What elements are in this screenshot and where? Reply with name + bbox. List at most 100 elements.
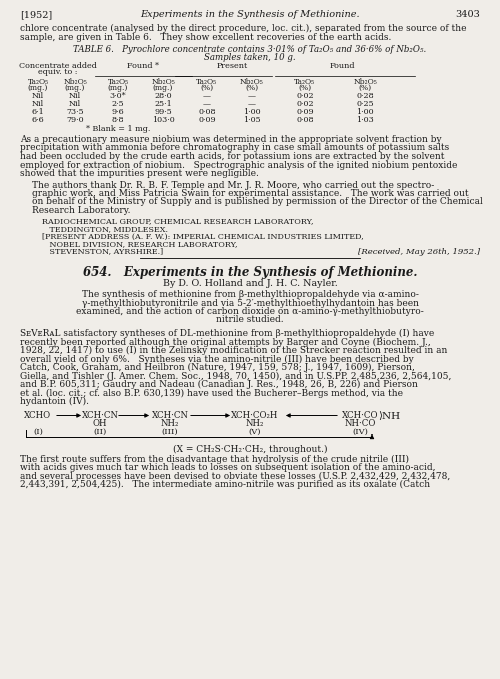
Text: 1·03: 1·03: [356, 116, 374, 124]
Text: TABLE 6.   Pyrochlore concentrate contains 3·01% of Ta₂O₅ and 36·6% of Nb₂O₅.: TABLE 6. Pyrochlore concentrate contains…: [74, 45, 426, 54]
Text: (mg.): (mg.): [65, 84, 85, 92]
Text: graphic work, and Miss Patricia Swain for experimental assistance.   The work wa: graphic work, and Miss Patricia Swain fo…: [32, 189, 468, 198]
Text: SᴇVᴇRᴀL satisfactory syntheses of DL-methionine from β-methylthiopropaldehyde (I: SᴇVᴇRᴀL satisfactory syntheses of DL-met…: [20, 329, 434, 338]
Text: (III): (III): [162, 428, 178, 435]
Text: et al. (loc. cit.; cf. also B.P. 630,139) have used the Bucherer–Bergs method, v: et al. (loc. cit.; cf. also B.P. 630,139…: [20, 388, 403, 398]
Text: RADIOCHEMICAL GROUP, CHEMICAL RESEARCH LABORATORY,: RADIOCHEMICAL GROUP, CHEMICAL RESEARCH L…: [42, 217, 314, 225]
Text: 0·02: 0·02: [296, 92, 314, 100]
Text: NOBEL DIVISION, RESEARCH LABORATORY,: NOBEL DIVISION, RESEARCH LABORATORY,: [42, 240, 237, 248]
Text: and B.P. 605,311; Gaudry and Nadeau (Canadian J. Res., 1948, 26, B, 226) and Pie: and B.P. 605,311; Gaudry and Nadeau (Can…: [20, 380, 418, 389]
Text: Nil: Nil: [69, 100, 81, 108]
Text: The synthesis of methionine from β-methylthiopropaldehyde via α-amino-: The synthesis of methionine from β-methy…: [82, 290, 418, 299]
Text: (I): (I): [33, 428, 43, 435]
Text: 0·08: 0·08: [198, 108, 216, 116]
Text: Found *: Found *: [127, 62, 159, 70]
Text: 8·8: 8·8: [112, 116, 124, 124]
Text: By D. O. Holland and J. H. C. Nayler.: By D. O. Holland and J. H. C. Nayler.: [162, 279, 338, 288]
Text: Research Laboratory.: Research Laboratory.: [32, 206, 130, 215]
Text: Present: Present: [216, 62, 248, 70]
Text: examined, and the action of carbon dioxide on α-amino-γ-methylthiobutyro-: examined, and the action of carbon dioxi…: [76, 307, 424, 316]
Text: (mg.): (mg.): [153, 84, 173, 92]
Text: XCH·CO: XCH·CO: [342, 411, 378, 420]
Text: Nil: Nil: [32, 92, 44, 100]
Text: 73·5: 73·5: [66, 108, 84, 116]
Text: overall yield of only 6%.   Syntheses via the amino-nitrile (III) have been desc: overall yield of only 6%. Syntheses via …: [20, 354, 414, 364]
Text: Ta₂O₅: Ta₂O₅: [196, 78, 218, 86]
Text: hydantoin (IV).: hydantoin (IV).: [20, 397, 89, 406]
Text: [1952]: [1952]: [20, 10, 52, 19]
Text: XCH·CO₂H: XCH·CO₂H: [232, 411, 278, 420]
Text: 0·02: 0·02: [296, 100, 314, 108]
Text: 0·09: 0·09: [296, 108, 314, 116]
Text: 99·5: 99·5: [154, 108, 172, 116]
Text: Nb₂O₅: Nb₂O₅: [151, 78, 175, 86]
Text: NH₂: NH₂: [246, 420, 264, 428]
Text: Giella, and Tishler (J. Amer. Chem. Soc., 1948, 70, 1450), and in U.S.PP. 2,485,: Giella, and Tishler (J. Amer. Chem. Soc.…: [20, 371, 452, 381]
Text: Nil: Nil: [69, 92, 81, 100]
Text: (%): (%): [246, 84, 258, 92]
Text: —: —: [248, 100, 256, 108]
Text: (V): (V): [249, 428, 261, 435]
Text: ⟩NH: ⟩NH: [378, 413, 400, 422]
Text: Ta₂O₅: Ta₂O₅: [108, 78, 128, 86]
Text: showed that the impurities present were negligible.: showed that the impurities present were …: [20, 169, 259, 178]
Text: 1·00: 1·00: [356, 108, 374, 116]
Text: * Blank = 1 mg.: * Blank = 1 mg.: [86, 125, 150, 133]
Text: XCHO: XCHO: [24, 411, 52, 420]
Text: (%): (%): [200, 84, 213, 92]
Text: precipitation with ammonia before chromatography in case small amounts of potass: precipitation with ammonia before chroma…: [20, 143, 449, 153]
Text: 1·00: 1·00: [243, 108, 261, 116]
Text: 0·09: 0·09: [198, 116, 216, 124]
Text: Nb₂O₅: Nb₂O₅: [353, 78, 377, 86]
Text: Concentrate added: Concentrate added: [19, 62, 97, 70]
Text: NH₂: NH₂: [161, 420, 179, 428]
Text: Nb₂O₅: Nb₂O₅: [240, 78, 264, 86]
Text: 654.   Experiments in the Synthesis of Methionine.: 654. Experiments in the Synthesis of Met…: [83, 266, 417, 279]
Text: nitrile studied.: nitrile studied.: [216, 316, 284, 325]
Text: (mg.): (mg.): [108, 84, 128, 92]
Text: Catch, Cook, Graham, and Heilbron (Nature, 1947, 159, 578; J., 1947, 1609), Pier: Catch, Cook, Graham, and Heilbron (Natur…: [20, 363, 415, 372]
Text: XCH·CN: XCH·CN: [152, 411, 188, 420]
Text: —: —: [203, 100, 211, 108]
Text: chlore concentrate (analysed by the direct procedure, loc. cit.), separated from: chlore concentrate (analysed by the dire…: [20, 24, 466, 33]
Text: 103·0: 103·0: [152, 116, 174, 124]
Text: Found: Found: [329, 62, 355, 70]
Text: 1·05: 1·05: [243, 116, 261, 124]
Text: [PRESENT ADDRESS (A. F. W.): IMPERIAL CHEMICAL INDUSTRIES LIMITED,: [PRESENT ADDRESS (A. F. W.): IMPERIAL CH…: [42, 232, 364, 240]
Text: 3·0*: 3·0*: [110, 92, 126, 100]
Text: 0·28: 0·28: [356, 92, 374, 100]
Text: [Received, May 26th, 1952.]: [Received, May 26th, 1952.]: [358, 248, 480, 255]
Text: (X = CH₂S·CH₂·CH₂, throughout.): (X = CH₂S·CH₂·CH₂, throughout.): [173, 445, 327, 454]
Text: 2·5: 2·5: [112, 100, 124, 108]
Text: NH·CO: NH·CO: [344, 420, 376, 428]
Text: Samples taken, 10 g.: Samples taken, 10 g.: [204, 53, 296, 62]
Text: 79·0: 79·0: [66, 116, 84, 124]
Text: The authors thank Dr. R. B. F. Temple and Mr. J. R. Moore, who carried out the s: The authors thank Dr. R. B. F. Temple an…: [32, 181, 434, 189]
Text: equiv. to :: equiv. to :: [38, 69, 78, 77]
Text: and several processes have been devised to obviate these losses (U.S.P. 2,432,42: and several processes have been devised …: [20, 471, 450, 481]
Text: —: —: [248, 92, 256, 100]
Text: 2,443,391, 2,504,425).   The intermediate amino-nitrile was purified as its oxal: 2,443,391, 2,504,425). The intermediate …: [20, 480, 430, 489]
Text: had been occluded by the crude earth acids, for potassium ions are extracted by : had been occluded by the crude earth aci…: [20, 152, 444, 161]
Text: 28·0: 28·0: [154, 92, 172, 100]
Text: As a precautionary measure niobium was determined in the appropriate solvent fra: As a precautionary measure niobium was d…: [20, 135, 442, 144]
Text: 0·25: 0·25: [356, 100, 374, 108]
Text: (IV): (IV): [352, 428, 368, 435]
Text: Experiments in the Synthesis of Methionine.: Experiments in the Synthesis of Methioni…: [140, 10, 360, 19]
Text: —: —: [203, 92, 211, 100]
Text: The first route suffers from the disadvantage that hydrolysis of the crude nitri: The first route suffers from the disadva…: [20, 454, 409, 464]
Text: 0·08: 0·08: [296, 116, 314, 124]
Text: Ta₂O₅: Ta₂O₅: [294, 78, 316, 86]
Text: Nb₂O₅: Nb₂O₅: [63, 78, 87, 86]
Text: OH: OH: [93, 420, 107, 428]
Text: Ta₂O₅: Ta₂O₅: [28, 78, 48, 86]
Text: on behalf of the Ministry of Supply and is published by permission of the Direct: on behalf of the Ministry of Supply and …: [32, 198, 483, 206]
Text: 9·6: 9·6: [112, 108, 124, 116]
Text: TEDDINGTON, MIDDLESEX.: TEDDINGTON, MIDDLESEX.: [42, 225, 168, 233]
Text: (%): (%): [298, 84, 312, 92]
Text: recently been reported although the original attempts by Barger and Coyne (Bioch: recently been reported although the orig…: [20, 337, 431, 346]
Text: Nil: Nil: [32, 100, 44, 108]
Text: XCH·CN: XCH·CN: [82, 411, 118, 420]
Text: employed for extraction of niobium.   Spectrographic analysis of the ignited nio: employed for extraction of niobium. Spec…: [20, 160, 458, 170]
Text: 6·6: 6·6: [32, 116, 44, 124]
